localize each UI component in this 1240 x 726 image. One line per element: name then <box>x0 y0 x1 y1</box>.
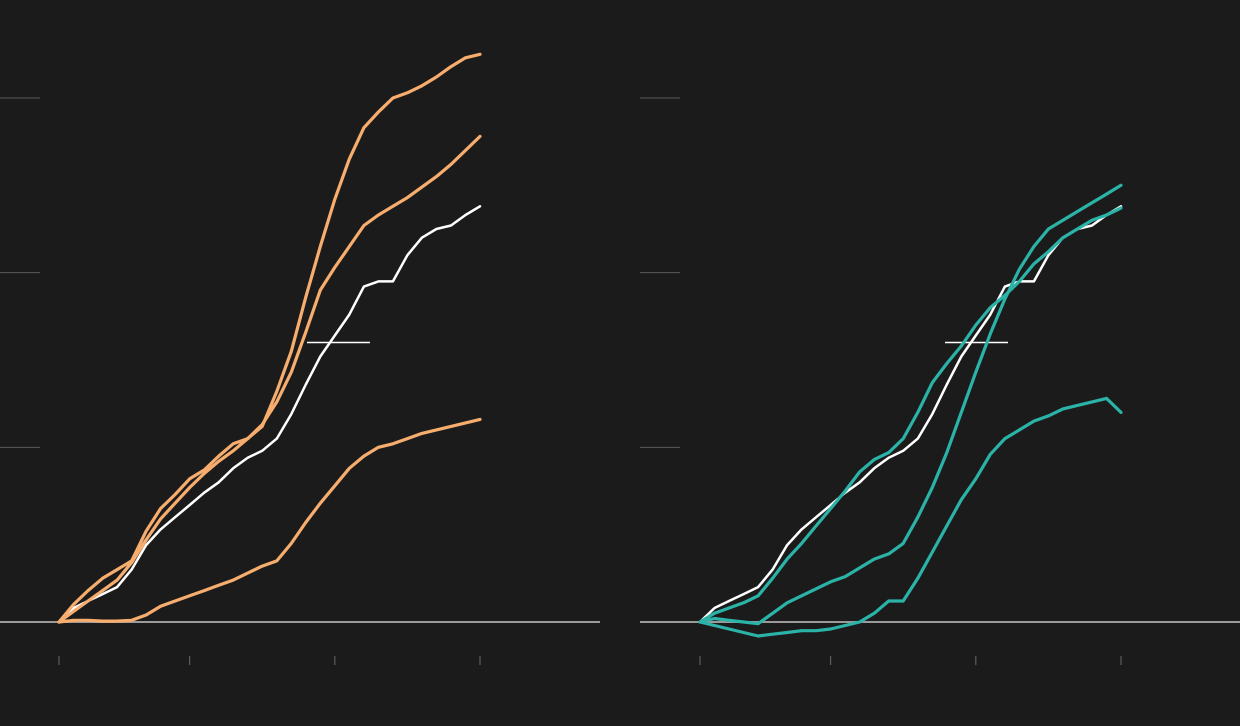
series-line-3 <box>698 396 1123 638</box>
series-line-2 <box>698 183 1123 626</box>
series-line-3 <box>57 417 482 624</box>
right-panel <box>640 97 1240 665</box>
series-line-1 <box>57 52 482 624</box>
series-line-2 <box>57 134 482 624</box>
reference-series-line <box>57 205 482 624</box>
reference-series-line <box>698 205 1123 624</box>
left-panel <box>0 52 600 665</box>
series-line-1 <box>698 206 1123 624</box>
